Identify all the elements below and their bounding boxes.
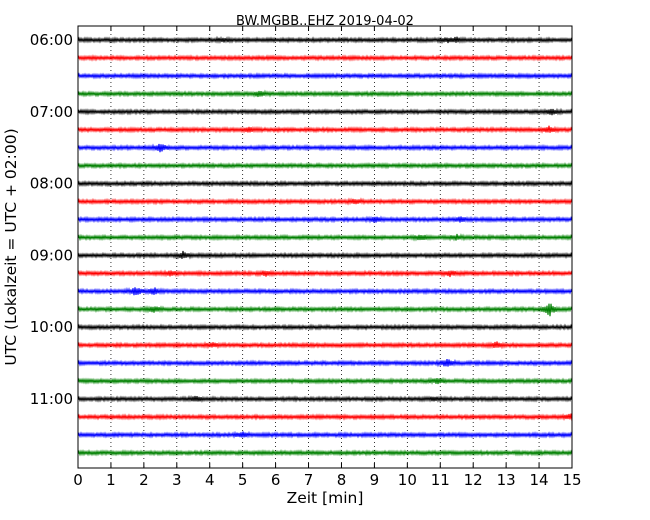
trace-line: [77, 449, 573, 457]
trace-line: [77, 287, 573, 296]
y-tick-label: 09:00: [30, 246, 73, 264]
trace-line: [77, 358, 573, 368]
trace-line: [77, 89, 573, 98]
trace-line: [77, 215, 573, 224]
x-tick-label: 12: [464, 471, 483, 489]
y-axis-label: UTC (Lokalzeit = UTC + 02:00): [2, 128, 20, 365]
y-tick-label: 10:00: [30, 318, 73, 336]
trace-line: [77, 413, 573, 422]
trace-line: [77, 269, 573, 278]
x-tick-label: 10: [398, 471, 417, 489]
trace-line: [77, 341, 573, 350]
trace-line: [77, 72, 573, 80]
trace-line: [77, 143, 573, 153]
x-tick-label: 2: [139, 471, 149, 489]
trace-line: [77, 54, 573, 62]
x-axis: 0 1 2 3 4 5 6 7 8 9 10 11 12 13 14 15: [73, 26, 582, 489]
trace-line: [77, 107, 573, 116]
x-axis-label: Zeit [min]: [287, 489, 364, 507]
trace-line: [77, 303, 573, 317]
chart-title: BW.MGBB..EHZ 2019-04-02: [236, 14, 414, 29]
x-tick-label: 9: [370, 471, 380, 489]
trace-line: [77, 179, 573, 188]
trace-line: [77, 197, 573, 206]
plot-frame: [77, 25, 573, 469]
x-tick-label: 8: [337, 471, 347, 489]
y-tick-label: 08:00: [30, 175, 73, 193]
x-tick-label: 4: [205, 471, 215, 489]
x-tick-label: 5: [238, 471, 248, 489]
x-tick-label: 3: [172, 471, 182, 489]
trace-line: [77, 376, 573, 385]
x-tick-label: 1: [106, 471, 116, 489]
trace-line: [77, 233, 573, 242]
trace-line: [77, 125, 573, 134]
y-tick-label: 11:00: [30, 390, 73, 408]
x-tick-label: 14: [530, 471, 549, 489]
x-tick-label: 11: [431, 471, 450, 489]
vertical-gridlines: [110, 26, 540, 468]
trace-lines: [77, 35, 573, 457]
x-tick-label: 0: [73, 471, 83, 489]
x-tick-label: 7: [304, 471, 314, 489]
x-tick-label: 6: [271, 471, 281, 489]
x-tick-label: 13: [497, 471, 516, 489]
trace-line: [77, 323, 573, 331]
y-tick-label: 07:00: [30, 103, 73, 121]
y-axis: 06:00 07:00 08:00 09:00 10:00 11:00: [30, 31, 572, 408]
trace-line: [77, 161, 573, 170]
x-tick-label: 15: [562, 471, 581, 489]
trace-line: [77, 430, 573, 439]
y-tick-label: 06:00: [30, 31, 73, 49]
trace-line: [77, 250, 573, 260]
trace-line: [77, 35, 573, 45]
trace-line: [77, 394, 573, 403]
